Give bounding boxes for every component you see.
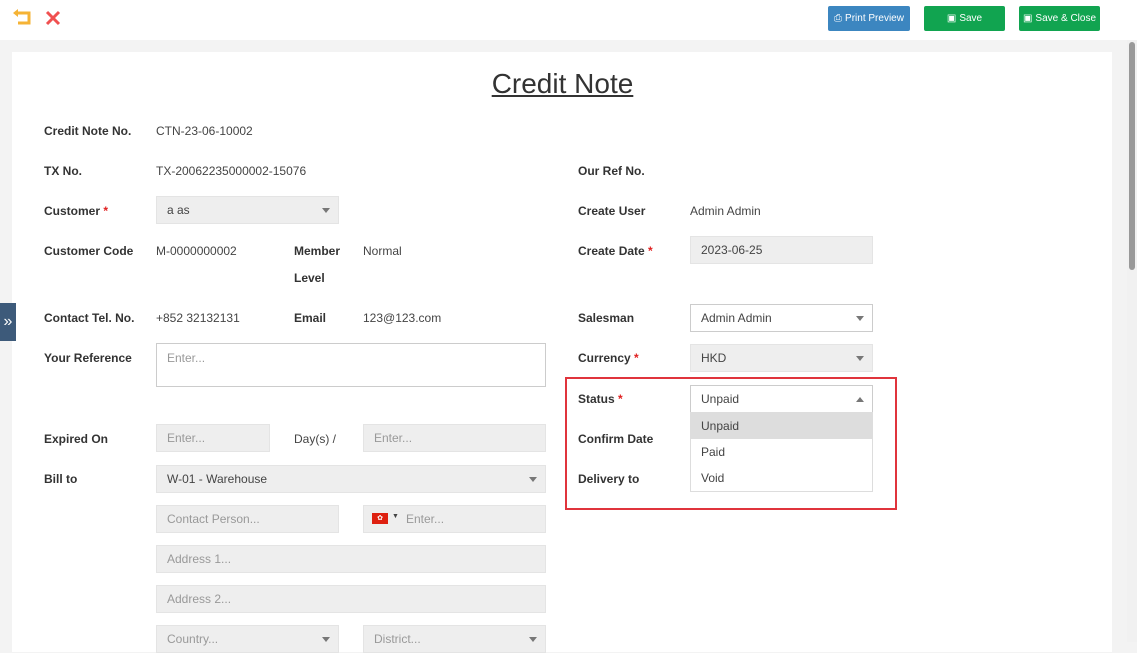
close-icon[interactable] [45,10,61,26]
print-preview-button[interactable]: ⎙ Print Preview [828,6,910,31]
customer-label: Customer * [44,204,109,218]
status-option-void[interactable]: Void [701,471,725,485]
currency-select[interactable]: HKD [690,344,873,372]
scrollbar-thumb[interactable] [1129,42,1135,270]
customer-code-label: Customer Code [44,244,134,258]
chevron-down-icon [856,316,864,321]
highlight-box [565,377,897,510]
contact-tel-value: +852 32132131 [156,311,240,325]
customer-select[interactable]: a as [156,196,339,224]
credit-note-no-value: CTN-23-06-10002 [156,124,253,138]
save-close-button[interactable]: ▣ Save & Close [1019,6,1100,31]
create-user-value: Admin Admin [690,204,761,218]
chevron-down-icon [322,208,330,213]
bill-to-select[interactable]: W-01 - Warehouse [156,465,546,493]
create-user-label: Create User [578,204,646,218]
top-toolbar: ⎙ Print Preview ▣ Save ▣ Save & Close [0,0,1137,40]
address2-input[interactable]: Address 2... [156,585,546,613]
salesman-label: Salesman [578,311,635,325]
member-level-label: Member [294,244,341,258]
email-value: 123@123.com [363,311,442,325]
phone-input[interactable]: ✿ ▼ Enter... [363,505,546,533]
scrollbar[interactable] [1127,40,1137,642]
customer-code-value: M-0000000002 [156,244,237,258]
salesman-select[interactable]: Admin Admin [690,304,873,332]
your-reference-label: Your Reference [44,351,132,365]
page-title: Credit Note [491,68,634,99]
undo-icon[interactable] [12,9,34,27]
our-ref-no-label: Our Ref No. [578,164,645,178]
hk-flag-icon[interactable]: ✿ [372,513,388,524]
contact-tel-label: Contact Tel. No. [44,311,135,325]
expired-on-label: Expired On [44,432,109,446]
floppy-icon: ▣ [946,13,957,24]
expired-days-input[interactable]: Enter... [156,424,270,452]
expired-date-input[interactable]: Enter... [363,424,546,452]
status-option-paid[interactable]: Paid [701,445,726,459]
country-select[interactable]: Country... [156,625,339,653]
save-button[interactable]: ▣ Save [924,6,1005,31]
chevron-down-icon[interactable]: ▼ [392,513,399,520]
tx-no-label: TX No. [44,164,82,178]
chevron-down-icon [529,477,537,482]
create-date-input[interactable]: 2023-06-25 [690,236,873,264]
days-label: Day(s) / [294,432,336,446]
member-level-value: Normal [363,244,402,258]
status-option-unpaid[interactable]: Unpaid [691,413,872,439]
address1-input[interactable]: Address 1... [156,545,546,573]
status-dropdown: Unpaid Paid Void [690,412,873,492]
floppy-icon: ▣ [1022,13,1033,24]
status-select[interactable]: Unpaid [690,385,873,413]
contact-person-input[interactable]: Contact Person... [156,505,339,533]
bill-to-label: Bill to [44,472,78,486]
member-level-label-2: Level [294,271,325,285]
chevron-down-icon [322,637,330,642]
delivery-to-label: Delivery to [578,472,640,486]
chevron-up-icon [856,397,864,402]
sidebar-expand-icon[interactable]: » [0,303,16,341]
chevron-down-icon [856,356,864,361]
email-label: Email [294,311,327,325]
printer-icon: ⎙ [834,13,843,24]
currency-label: Currency * [578,351,639,365]
your-reference-textarea[interactable]: Enter... [156,343,546,387]
status-label: Status * [578,392,623,406]
district-select[interactable]: District... [363,625,546,653]
create-date-label: Create Date * [578,244,653,258]
chevron-down-icon [529,637,537,642]
confirm-date-label: Confirm Date [578,432,654,446]
tx-no-value: TX-20062235000002-15076 [156,164,307,178]
credit-note-no-label: Credit Note No. [44,124,132,138]
